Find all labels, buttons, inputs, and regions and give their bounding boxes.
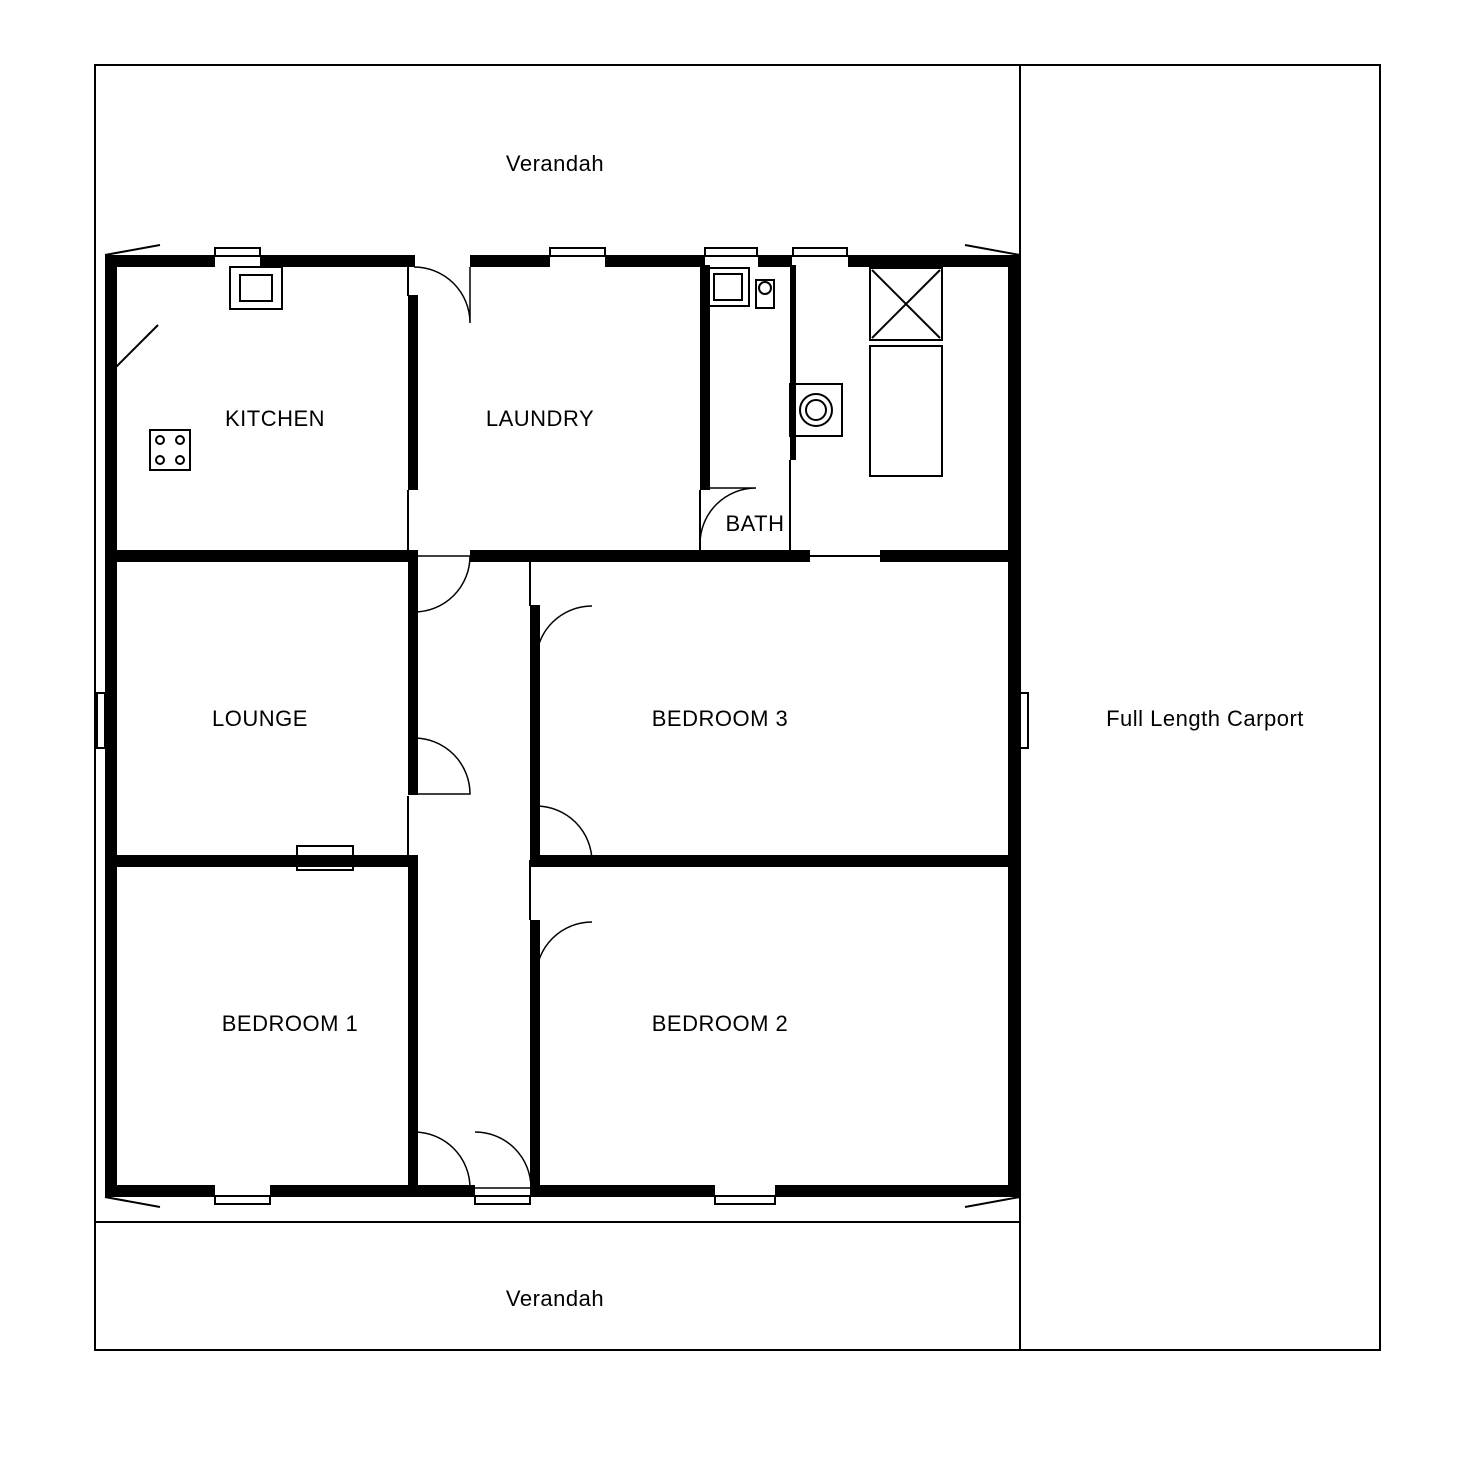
wall-segment [105,255,117,1195]
wall-segment [848,255,1020,267]
label-carport: Full Length Carport [1106,706,1304,731]
thin-line [105,1197,160,1207]
wall-segment [105,255,215,267]
door-swing [475,1132,531,1188]
label-bedroom1: BEDROOM 1 [222,1011,359,1036]
label-verandah-top: Verandah [506,151,604,176]
fixture-circle [800,394,832,426]
fixture-rect [870,346,942,476]
label-bedroom3: BEDROOM 3 [652,706,789,731]
wall-segment [880,550,1020,562]
fixture-circle [806,400,826,420]
crosses-group [872,270,940,338]
wall-segment [270,1185,475,1197]
fixture-rect [150,430,190,470]
window-marker [1020,693,1028,748]
window-marker [793,248,847,256]
wall-segment [775,1185,1020,1197]
floor-plan: Verandah Verandah Full Length Carport KI… [0,0,1472,1472]
wall-segment [530,1185,715,1197]
thin-line [105,245,160,255]
wall-segment [408,295,418,490]
wall-segment [105,550,410,562]
door-swing [536,606,592,662]
fixture-rect [790,384,842,436]
fixture-rect [230,267,282,309]
window-marker [215,1196,270,1204]
fixture-circle [156,456,164,464]
wall-segment [605,255,705,267]
fixture-circle [759,282,771,294]
door-swing [414,267,470,323]
door-swing [536,922,592,978]
wall-segment [105,855,410,867]
window-marker [475,1196,530,1204]
window-marker [550,248,605,256]
fixture-rect [240,275,272,301]
wall-segment [408,855,418,1195]
door-swing [414,556,470,612]
label-bedroom2: BEDROOM 2 [652,1011,789,1036]
window-marker [705,248,757,256]
wall-segment [758,255,792,267]
label-laundry: LAUNDRY [486,406,594,431]
wall-segment [1008,255,1020,1195]
fixture-circle [176,456,184,464]
window-marker [215,248,260,256]
door-swing [536,806,592,862]
window-marker [97,693,105,748]
fixture-circle [156,436,164,444]
label-lounge: LOUNGE [212,706,308,731]
wall-segment [700,265,710,490]
wall-segment [470,255,550,267]
fixtures-group [150,267,942,870]
window-marker [715,1196,775,1204]
wall-segment [470,550,810,562]
fixture-circle [176,436,184,444]
wall-segment [260,255,415,267]
fixture-rect [714,274,742,300]
door-swing [414,1132,470,1188]
wall-segment [105,1185,215,1197]
label-kitchen: KITCHEN [225,406,325,431]
label-bath: BATH [725,511,784,536]
thin-line [965,245,1020,255]
wall-segment [408,550,418,795]
wall-segment [530,855,1020,867]
door-swing [414,738,470,794]
label-verandah-bottom: Verandah [506,1286,604,1311]
thin-line [965,1197,1020,1207]
